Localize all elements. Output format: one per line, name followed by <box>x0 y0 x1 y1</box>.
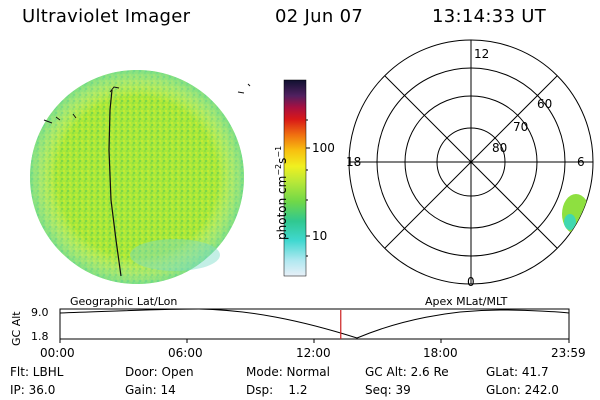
status-ip: IP: 36.0 <box>10 383 56 397</box>
orbit-track-line <box>108 89 122 277</box>
timeline-y-tick-bottom: 1.8 <box>31 330 49 343</box>
timeline-y-label: GC Alt <box>10 311 23 346</box>
status-gc-alt: GC Alt: 2.6 Re <box>365 365 449 379</box>
colorbar <box>283 79 310 277</box>
timeline-x-tick-0600: 06:00 <box>168 346 203 360</box>
colorbar-unit-label: photon cm−2s−1 <box>274 145 289 240</box>
mlat-label-60: 60 <box>537 97 553 111</box>
status-glon: GLon: 242.0 <box>486 383 559 397</box>
timeline-right-title: Apex MLat/MLT <box>425 295 508 308</box>
status-mode: Mode: Normal <box>246 365 330 379</box>
timeline-x-tick-0000: 00:00 <box>40 346 75 360</box>
image-time: 13:14:33 UT <box>432 6 547 27</box>
mlt-label-0: 0 <box>467 275 475 289</box>
altitude-timeline <box>59 308 570 343</box>
uv-earth-image <box>30 70 251 284</box>
timeline-y-tick-top: 9.0 <box>31 306 49 319</box>
image-date: 02 Jun 07 <box>275 6 364 27</box>
timeline-x-tick-1800: 18:00 <box>423 346 458 360</box>
status-door: Door: Open <box>125 365 194 379</box>
timeline-x-tick-1200: 12:00 <box>296 346 331 360</box>
mlat-label-80: 80 <box>492 141 508 155</box>
colorbar-tick-10: 10 <box>312 229 328 243</box>
mlt-label-12: 12 <box>474 47 490 61</box>
app-title: Ultraviolet Imager <box>22 6 191 27</box>
colorbar-tick-100: 100 <box>312 141 335 155</box>
timeline-left-title: Geographic Lat/Lon <box>70 295 178 308</box>
mlat-label-70: 70 <box>513 120 529 134</box>
status-gain: Gain: 14 <box>125 383 176 397</box>
polar-aurora-patch <box>562 194 590 234</box>
mlt-label-6: 6 <box>577 155 585 169</box>
timeline-x-tick-2359: 23:59 <box>551 346 586 360</box>
mlt-label-18: 18 <box>346 155 362 169</box>
status-seq: Seq: 39 <box>365 383 411 397</box>
polar-mlt-plot <box>348 39 594 285</box>
status-glat: GLat: 41.7 <box>486 365 549 379</box>
status-dsp: Dsp: 1.2 <box>246 383 308 397</box>
status-filter: Flt: LBHL <box>10 365 64 379</box>
